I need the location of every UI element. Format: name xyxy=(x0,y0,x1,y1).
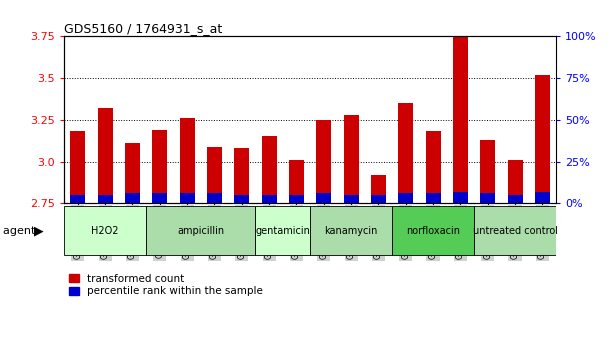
Bar xyxy=(125,143,140,203)
Bar xyxy=(289,195,304,203)
Bar xyxy=(207,193,222,203)
Bar xyxy=(474,206,556,255)
Bar xyxy=(343,195,359,203)
Bar xyxy=(425,193,441,203)
Bar xyxy=(508,195,522,203)
Bar xyxy=(392,206,474,255)
Bar xyxy=(180,193,195,203)
Bar xyxy=(98,195,112,203)
Bar xyxy=(98,108,112,203)
Text: H2O2: H2O2 xyxy=(92,225,119,236)
Bar xyxy=(125,193,140,203)
Bar xyxy=(180,118,195,203)
Text: untreated control: untreated control xyxy=(472,225,557,236)
Bar xyxy=(453,34,468,203)
Bar xyxy=(316,120,331,203)
Text: agent: agent xyxy=(3,225,42,236)
Bar xyxy=(480,193,495,203)
Bar xyxy=(234,148,249,203)
Text: gentamicin: gentamicin xyxy=(255,225,310,236)
Bar xyxy=(480,140,495,203)
Bar xyxy=(234,195,249,203)
Bar xyxy=(535,192,550,203)
Bar xyxy=(152,130,167,203)
Bar xyxy=(371,195,386,203)
Bar xyxy=(70,195,86,203)
Bar xyxy=(152,193,167,203)
Text: norfloxacin: norfloxacin xyxy=(406,225,460,236)
Text: kanamycin: kanamycin xyxy=(324,225,378,236)
Bar xyxy=(262,195,277,203)
Bar xyxy=(289,160,304,203)
Bar xyxy=(425,131,441,203)
Bar xyxy=(146,206,255,255)
Bar xyxy=(398,193,413,203)
Bar xyxy=(453,192,468,203)
Bar xyxy=(207,147,222,203)
Bar xyxy=(508,160,522,203)
Bar xyxy=(535,75,550,203)
Bar xyxy=(371,175,386,203)
Legend: transformed count, percentile rank within the sample: transformed count, percentile rank withi… xyxy=(70,274,263,297)
Bar xyxy=(398,103,413,203)
Bar xyxy=(70,131,86,203)
Bar xyxy=(64,206,146,255)
Bar xyxy=(343,115,359,203)
Text: ampicillin: ampicillin xyxy=(177,225,224,236)
Text: ▶: ▶ xyxy=(34,224,43,237)
Bar xyxy=(255,206,310,255)
Bar xyxy=(310,206,392,255)
Bar xyxy=(316,193,331,203)
Bar xyxy=(262,136,277,203)
Text: GDS5160 / 1764931_s_at: GDS5160 / 1764931_s_at xyxy=(64,22,222,35)
